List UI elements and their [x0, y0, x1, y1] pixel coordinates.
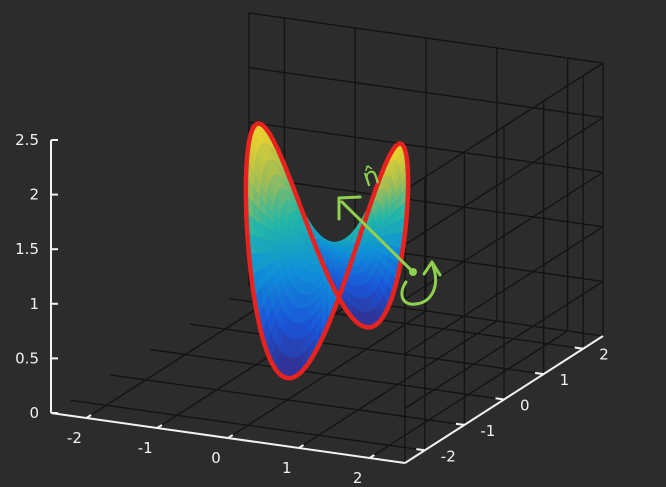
x-tick-mark — [227, 434, 234, 439]
normal-arrow-head — [337, 195, 362, 221]
gridline-left-horizontal — [248, 176, 604, 228]
x-tick-label: 0 — [211, 449, 221, 467]
x-tick-mark — [369, 454, 375, 459]
gridline-left-horizontal — [248, 12, 604, 64]
gridline-floor-y — [189, 323, 544, 375]
z-tick-label: 2.5 — [15, 131, 39, 149]
y-tick-mark — [455, 422, 465, 426]
gridline-floor-y — [70, 399, 425, 451]
y-tick-mark — [574, 346, 584, 350]
circulation-arrow-head — [422, 260, 442, 277]
y-tick-mark — [416, 448, 425, 452]
saddle-surface — [243, 121, 411, 381]
gridline-floor-y — [149, 348, 505, 401]
y-tick-label: 1 — [560, 371, 570, 389]
gridline-left-horizontal — [248, 121, 604, 173]
normal-arrow-shaft — [340, 200, 415, 274]
gridline-back-horizontal — [404, 226, 604, 355]
gridline-back-horizontal — [404, 171, 604, 300]
x-tick-mark — [85, 414, 92, 419]
y-tick-mark — [495, 397, 505, 401]
x-tick-mark — [156, 424, 163, 429]
y-tick-label: 0 — [520, 397, 530, 415]
x-tick-label: -2 — [67, 429, 82, 447]
normal-arrow-base — [409, 268, 417, 276]
z-tick-label: 0 — [29, 404, 39, 422]
z-tick-label: 1 — [29, 295, 39, 313]
axes — [50, 139, 604, 464]
x-tick-label: 1 — [282, 459, 292, 477]
gridline-left-horizontal — [248, 66, 604, 119]
y-tick-label: 2 — [599, 346, 609, 364]
z-tick-label: 0.5 — [15, 349, 39, 367]
y-tick-label: -2 — [441, 447, 456, 465]
grid-lines — [70, 12, 604, 464]
x-tick-mark — [298, 444, 305, 449]
y-tick-mark — [534, 371, 544, 376]
gridline-back-horizontal — [404, 117, 604, 246]
gridline-back-horizontal — [404, 280, 604, 409]
boundary-curve — [243, 121, 411, 381]
z-tick-label: 1.5 — [15, 240, 39, 258]
x-tick-label: -1 — [138, 439, 153, 457]
gridline-back-horizontal — [404, 62, 604, 191]
gridline-floor-y — [110, 374, 465, 426]
y-tick-label: -1 — [480, 422, 495, 440]
circulation-arrow — [400, 264, 438, 306]
tick-labels: -2 -1 0 1 2 -2 -1 0 1 2 0 0.5 1 1.5 2 2.5 — [15, 131, 609, 487]
z-tick-label: 2 — [29, 186, 39, 204]
x-tick-label: 2 — [353, 469, 363, 487]
